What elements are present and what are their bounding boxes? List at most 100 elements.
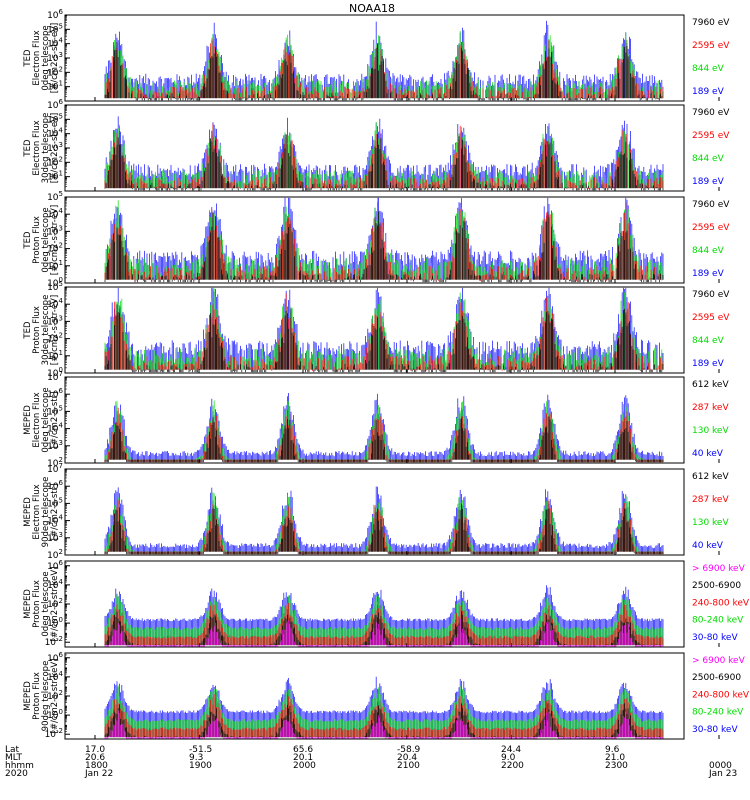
series-blue [104,287,664,370]
y-axis-label: Electron Flux [32,392,42,447]
series-black [104,504,664,555]
y-tick-label: 106 [47,98,63,111]
x-row-label-mlt: MLT [5,753,23,763]
legend-189-ev: 189 eV [692,359,725,369]
y-tick-label: 106 [47,8,63,21]
y-axis-label: Electron Flux [32,120,42,175]
legend-189-ev: 189 eV [692,269,725,279]
legend-7960-ev: 7960 eV [692,108,730,118]
series-black [104,416,664,463]
x-tick-value: -58.9 [397,745,421,755]
legend-189-ev: 189 eV [692,87,725,97]
legend-240-800-kev: 240-800 keV [692,598,750,608]
y-tick-label: 105 [47,190,63,203]
x-tick-value: 1900 [189,761,212,771]
x-tick-value: 65.6 [293,745,313,755]
legend-40-kev: 40 keV [692,541,724,551]
y-axis-label: Proton Flux [32,672,42,720]
legend-612-kev: 612 keV [692,380,729,390]
y-axis-label: TED [23,49,33,68]
legend--6900-kev: > 6900 keV [692,656,746,666]
y-axis-label: 0deg telescope [41,25,51,90]
y-axis-label: MEPED [23,589,33,619]
x-tick-value: 2300 [605,761,628,771]
y-axis-label: 90deg telescope [41,477,51,548]
x-tick-value: 20.4 [397,753,417,763]
y-axis-label: Electron Flux [32,30,42,85]
legend-30-80-kev: 30-80 keV [692,633,738,643]
x-tick-value: Jan 22 [84,769,113,779]
y-axis-label: [#/cm2-s-str-keV] [50,567,60,642]
y-axis-label: 0deg telescope [41,387,51,452]
y-axis-label: 0deg telescope [41,571,51,636]
y-axis-label: TED [23,321,33,340]
x-row-label-lat: Lat [5,745,20,755]
x-tick-value: 24.4 [501,745,521,755]
x-tick-value: Jan 23 [708,769,737,779]
x-tick-value: 1800 [85,761,108,771]
series-blue [104,486,664,552]
legend-80-240-kev: 80-240 keV [692,616,744,626]
legend-30-80-kev: 30-80 keV [692,725,738,735]
legend-130-kev: 130 keV [692,426,729,436]
legend-130-kev: 130 keV [692,518,729,528]
y-axis-label: MEPED [23,405,33,435]
series-green [104,30,664,99]
panel-frame [64,196,685,284]
y-axis-label: Electron Flux [32,484,42,539]
x-tick-value: 0000 [709,761,732,771]
x-tick-value: 20.6 [85,753,105,763]
y-axis-label: Proton Flux [32,306,42,354]
x-tick-value: 21.0 [605,753,625,763]
y-axis-label: [#/cm2-s-str-eV] [50,113,60,183]
x-tick-value: 9.0 [501,753,516,763]
legend-7960-ev: 7960 eV [692,18,730,28]
y-axis-label: 90deg telescope [41,661,51,732]
y-axis-label: 0deg telescope [41,207,51,272]
legend-189-ev: 189 eV [692,177,725,187]
y-axis-label: [#/cm2-s-str-keV] [50,659,60,734]
y-axis-label: Proton Flux [32,216,42,264]
x-tick-value: 17.0 [85,745,105,755]
series-magenta [104,710,664,739]
series-black [104,133,664,191]
legend-7960-ev: 7960 eV [692,200,730,210]
legend-2595-ev: 2595 eV [692,313,730,323]
legend-612-kev: 612 keV [692,472,729,482]
y-axis-label: MEPED [23,497,33,527]
y-axis-label: [#/cm2-s-str-eV] [50,23,60,93]
x-row-label-hhmm: hhmm [5,761,34,771]
x-tick-value: 2100 [397,761,420,771]
x-tick-value: 9.3 [189,753,203,763]
series-black [104,42,663,101]
legend-287-kev: 287 keV [692,495,729,505]
legend-2500-6900: 2500-6900 [692,581,741,591]
panel-frame [64,376,685,464]
y-axis-label: 30deg telescope [41,113,51,184]
x-tick-value: 2000 [293,761,316,771]
legend-2595-ev: 2595 eV [692,41,730,51]
legend-2595-ev: 2595 eV [692,131,730,141]
legend-844-ev: 844 eV [692,64,725,74]
x-tick-value: 2200 [501,761,524,771]
series-black [104,304,664,373]
y-axis-label: MEPED [23,681,33,711]
series-black [104,211,664,283]
legend-80-240-kev: 80-240 keV [692,708,744,718]
series-blue [104,393,664,460]
x-row-label-2020: 2020 [5,769,28,779]
legend-40-kev: 40 keV [692,449,724,459]
y-axis-label: 30deg telescope [41,295,51,366]
panel-frame [64,286,685,374]
y-axis-label: [#/cm2-s-str-eV] [50,295,60,365]
x-tick-value: -51.5 [189,745,212,755]
legend-7960-ev: 7960 eV [692,290,730,300]
x-tick-value: 20.1 [293,753,313,763]
